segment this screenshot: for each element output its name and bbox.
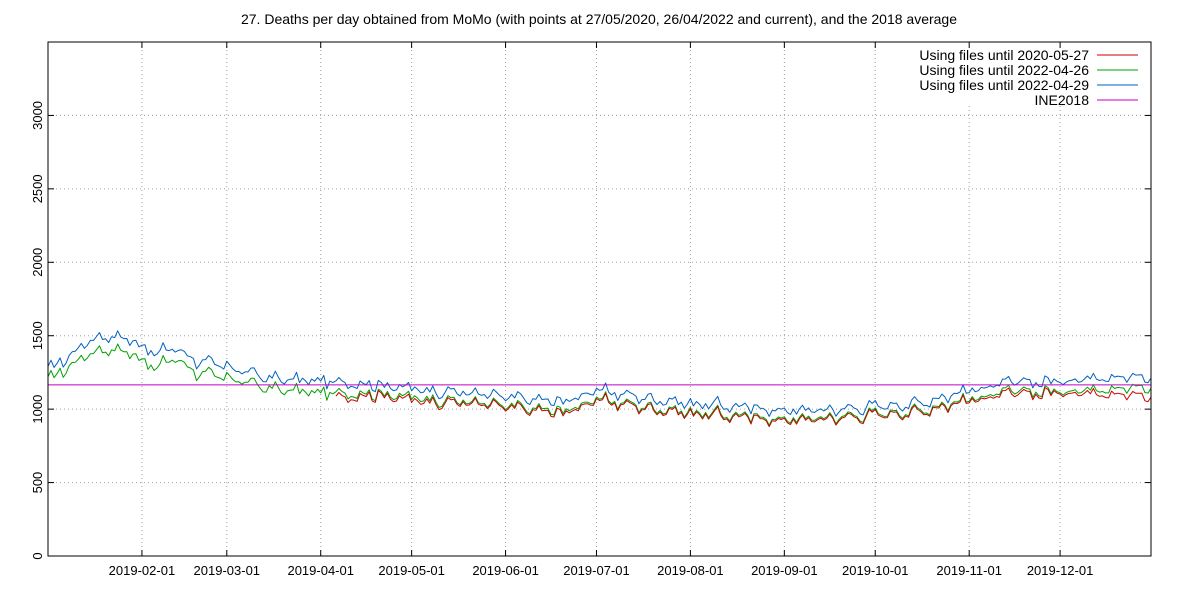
y-tick-label: 2000 xyxy=(30,248,45,277)
series-line-3 xyxy=(47,330,1152,417)
axes: 0 500 1000 1500 2000 2500 3000 2019-02-01 2019-0… xyxy=(30,41,1152,578)
y-tick-label: 3000 xyxy=(30,101,45,130)
legend-label: Using files until 2020-05-27 xyxy=(919,47,1089,63)
series-lines xyxy=(47,330,1152,428)
series-line-1 xyxy=(335,387,1152,428)
y-tick-label: 2500 xyxy=(30,174,45,203)
x-tick-label: 2019-07-01 xyxy=(563,563,630,578)
y-tick-label: 0 xyxy=(30,552,45,559)
x-tick-label: 2019-08-01 xyxy=(657,563,724,578)
x-tick-label: 2019-11-01 xyxy=(936,563,1002,578)
chart-title: 27. Deaths per day obtained from MoMo (w… xyxy=(241,11,957,27)
x-tick-label: 2019-02-01 xyxy=(109,563,176,578)
grid xyxy=(48,42,1151,556)
y-tick-label: 1000 xyxy=(30,395,45,424)
legend-label: Using files until 2022-04-29 xyxy=(919,77,1089,93)
y-tick-label: 500 xyxy=(30,472,45,494)
x-tick-label: 2019-04-01 xyxy=(287,563,354,578)
x-tick-label: 2019-12-01 xyxy=(1027,563,1094,578)
y-tick-label: 1500 xyxy=(30,321,45,350)
x-tick-label: 2019-05-01 xyxy=(378,563,445,578)
plot-frame xyxy=(47,41,1152,557)
series-line-2 xyxy=(47,343,1152,426)
x-tick-label: 2019-09-01 xyxy=(751,563,818,578)
x-tick-label: 2019-03-01 xyxy=(194,563,261,578)
legend-label: INE2018 xyxy=(1035,92,1090,108)
legend-label: Using files until 2022-04-26 xyxy=(919,62,1089,78)
x-tick-label: 2019-06-01 xyxy=(472,563,539,578)
x-tick-label: 2019-10-01 xyxy=(842,563,909,578)
